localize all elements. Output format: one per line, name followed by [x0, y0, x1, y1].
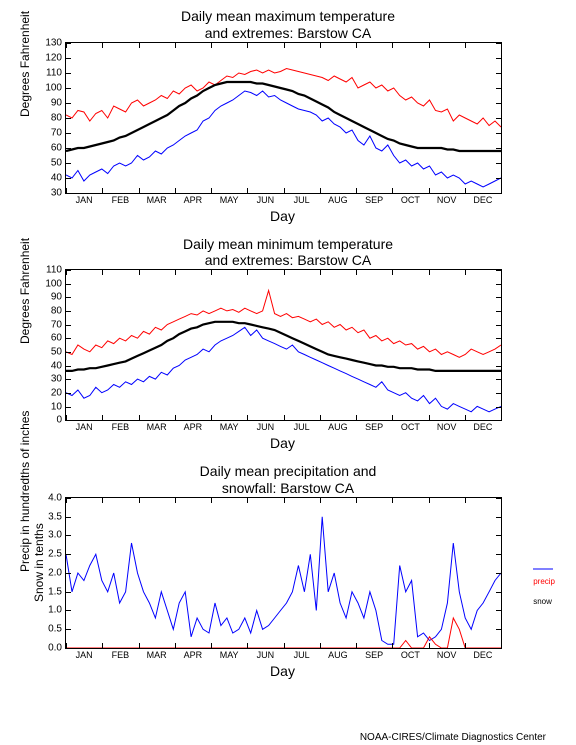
- xtick: MAR: [147, 648, 167, 660]
- xtick: MAR: [147, 193, 167, 205]
- xtick: SEP: [365, 193, 383, 205]
- xtick: FEB: [112, 193, 130, 205]
- xtick: JUN: [257, 420, 275, 432]
- xtick: JAN: [76, 420, 93, 432]
- ytick: 1.0: [48, 605, 66, 616]
- chart-title: Daily mean precipitation andsnowfall: Ba…: [0, 463, 576, 497]
- ytick: 0: [56, 415, 66, 426]
- ytick: 70: [51, 319, 66, 330]
- xtick: DEC: [473, 648, 492, 660]
- chart-panel: Daily mean maximum temperatureand extrem…: [0, 8, 576, 224]
- xtick: JUL: [294, 420, 310, 432]
- xtick: AUG: [328, 420, 348, 432]
- ytick: 90: [51, 292, 66, 303]
- ytick: 0.5: [48, 624, 66, 635]
- ytick: 120: [45, 52, 66, 63]
- ytick: 50: [51, 157, 66, 168]
- plot-area: 30405060708090100110120130 JANFEBMARAPRM…: [65, 42, 502, 194]
- xtick: DEC: [473, 420, 492, 432]
- xtick: SEP: [365, 648, 383, 660]
- x-axis-label: Day: [65, 435, 500, 451]
- ytick: 3.0: [48, 530, 66, 541]
- xtick: JAN: [76, 648, 93, 660]
- x-axis-label: Day: [65, 663, 500, 679]
- ytick: 2.5: [48, 549, 66, 560]
- xtick: MAY: [220, 193, 239, 205]
- xtick: JUN: [257, 648, 275, 660]
- ytick: 40: [51, 172, 66, 183]
- xtick: MAR: [147, 420, 167, 432]
- y-axis-label-2: Snow in tenths: [32, 523, 46, 602]
- xtick: FEB: [112, 420, 130, 432]
- xtick: AUG: [328, 193, 348, 205]
- chart-panel: Daily mean precipitation andsnowfall: Ba…: [0, 463, 576, 679]
- ytick: 70: [51, 127, 66, 138]
- ytick: 110: [46, 265, 66, 276]
- ytick: 1.5: [48, 586, 66, 597]
- xtick: NOV: [437, 648, 457, 660]
- chart-title: Daily mean maximum temperatureand extrem…: [0, 8, 576, 42]
- legend: precip snow: [533, 565, 555, 606]
- plot-area: 0102030405060708090100110 JANFEBMARAPRMA…: [65, 269, 502, 421]
- ytick: 90: [51, 97, 66, 108]
- xtick: JUN: [257, 193, 275, 205]
- ytick: 20: [51, 387, 66, 398]
- ytick: 60: [51, 333, 66, 344]
- ytick: 110: [46, 67, 66, 78]
- chart-title: Daily mean minimum temperatureand extrem…: [0, 236, 576, 270]
- xtick: OCT: [401, 648, 420, 660]
- ytick: 80: [51, 112, 66, 123]
- ytick: 130: [45, 37, 66, 48]
- x-axis-label: Day: [65, 208, 500, 224]
- ytick: 2.0: [48, 567, 66, 578]
- ytick: 0.0: [48, 642, 66, 653]
- xtick: NOV: [437, 193, 457, 205]
- ytick: 50: [51, 347, 66, 358]
- y-axis-label: Precip in hundredths of inches: [18, 410, 32, 571]
- ytick: 4.0: [48, 492, 66, 503]
- plot-area: 0.00.51.01.52.02.53.03.54.0 JANFEBMARAPR…: [65, 497, 502, 649]
- xtick: APR: [184, 420, 203, 432]
- xtick: MAY: [220, 648, 239, 660]
- ytick: 3.5: [48, 511, 66, 522]
- y-axis-label: Degrees Fahrenheit: [18, 238, 32, 344]
- xtick: FEB: [112, 648, 130, 660]
- y-axis-label: Degrees Fahrenheit: [18, 11, 32, 117]
- xtick: DEC: [473, 193, 492, 205]
- ytick: 100: [45, 82, 66, 93]
- xtick: APR: [184, 648, 203, 660]
- ytick: 80: [51, 306, 66, 317]
- ytick: 100: [45, 278, 66, 289]
- xtick: AUG: [328, 648, 348, 660]
- xtick: MAY: [220, 420, 239, 432]
- xtick: OCT: [401, 420, 420, 432]
- xtick: JUL: [294, 193, 310, 205]
- xtick: OCT: [401, 193, 420, 205]
- chart-panel: Daily mean minimum temperatureand extrem…: [0, 236, 576, 452]
- xtick: JUL: [294, 648, 310, 660]
- ytick: 60: [51, 142, 66, 153]
- ytick: 30: [51, 187, 66, 198]
- xtick: NOV: [437, 420, 457, 432]
- ytick: 40: [51, 360, 66, 371]
- footer-credit: NOAA-CIRES/Climate Diagnostics Center: [360, 732, 546, 743]
- xtick: JAN: [76, 193, 93, 205]
- xtick: APR: [184, 193, 203, 205]
- ytick: 10: [51, 401, 66, 412]
- ytick: 30: [51, 374, 66, 385]
- xtick: SEP: [365, 420, 383, 432]
